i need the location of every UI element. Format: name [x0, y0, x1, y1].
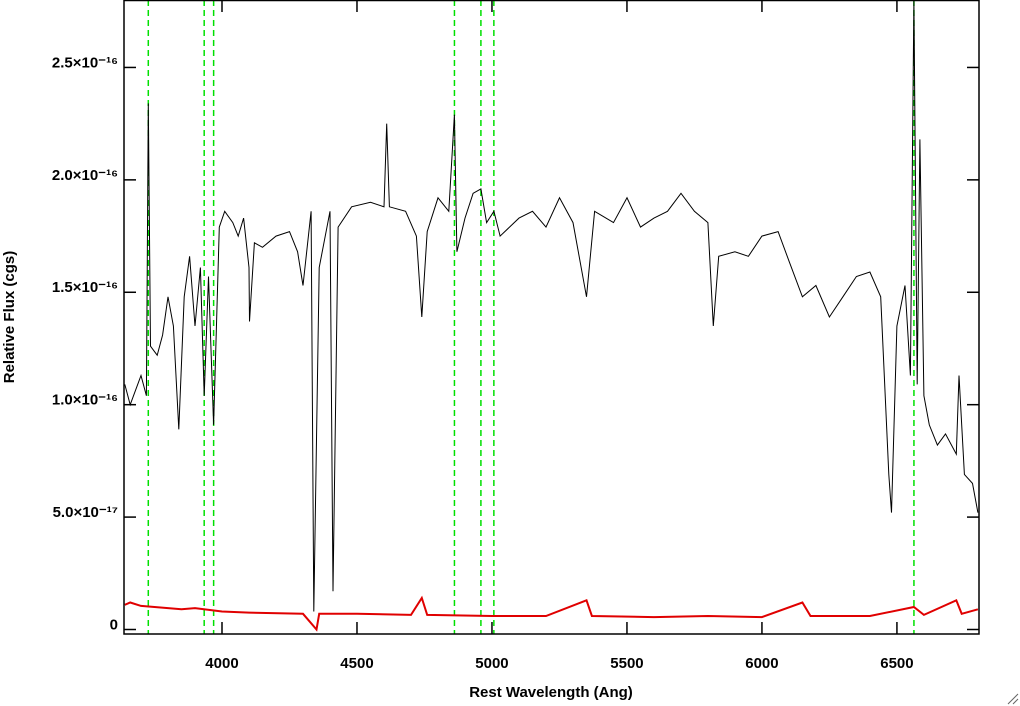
x-tick-label: 4500	[340, 655, 373, 672]
plot-area	[124, 0, 979, 634]
plot-frame	[123, 0, 980, 635]
y-tick-label: 5.0×10⁻¹⁷	[53, 504, 118, 521]
y-tick-label: 2.5×10⁻¹⁶	[52, 54, 118, 71]
resize-grip	[1007, 693, 1019, 705]
x-tick-label: 5000	[475, 655, 508, 672]
x-tick-label: 6500	[880, 655, 913, 672]
x-axis-label: Rest Wavelength (Ang)	[469, 684, 633, 701]
x-tick-label: 6000	[745, 655, 778, 672]
x-tick-label: 4000	[205, 655, 238, 672]
y-tick-label: 2.0×10⁻¹⁶	[52, 167, 118, 184]
x-tick-label: 5500	[610, 655, 643, 672]
spectrum-line	[124, 0, 979, 612]
y-axis-label: Relative Flux (cgs)	[1, 251, 18, 384]
y-tick-label: 1.5×10⁻¹⁶	[52, 279, 118, 296]
y-tick-label: 0	[110, 616, 118, 633]
spectrum-line	[124, 595, 979, 632]
y-tick-label: 1.0×10⁻¹⁶	[52, 392, 118, 409]
